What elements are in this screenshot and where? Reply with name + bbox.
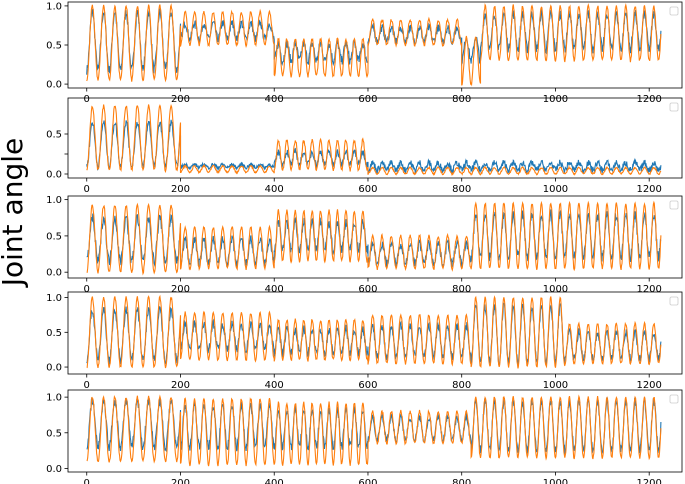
y-tick-label: 0.5 — [46, 130, 62, 141]
y-tick-label: 1.0 — [46, 393, 62, 404]
x-tick-label: 200 — [171, 380, 190, 391]
y-tick-label: 0.5 — [46, 41, 62, 52]
y-tick-label: 0.0 — [46, 170, 62, 181]
series-line-2 — [86, 394, 662, 467]
x-tick-label: 200 — [171, 94, 190, 105]
y-axis-label: Joint angle — [0, 138, 29, 288]
legend-box — [669, 200, 679, 210]
x-tick-label: 1000 — [543, 380, 568, 391]
y-tick-label: 0.0 — [46, 363, 62, 374]
series-line-2 — [86, 104, 662, 176]
x-tick-label: 1200 — [636, 94, 661, 105]
legend-box — [669, 102, 679, 112]
series-line-1 — [86, 119, 662, 175]
axes-frame — [67, 291, 683, 375]
y-tick-label: 0.5 — [46, 231, 62, 242]
x-tick-label: 600 — [358, 94, 377, 105]
axes-frame — [67, 389, 683, 473]
axes-frame — [67, 97, 683, 179]
x-tick-label: 800 — [452, 284, 471, 295]
series-line-2 — [86, 294, 662, 369]
x-tick-label: 800 — [452, 94, 471, 105]
x-tick-label: 1200 — [636, 478, 661, 484]
y-tick-label: 0.5 — [46, 428, 62, 439]
subplot-5: 0 200 400 600 800 1000 1200 0.0 0.5 1.0 — [46, 389, 683, 484]
x-tick-label: 800 — [452, 184, 471, 195]
x-tick-label: 600 — [358, 478, 377, 484]
y-tick-label: 1.0 — [46, 1, 62, 12]
subplot-2: 0 200 400 600 800 1000 1200 0.0 0.5 — [46, 97, 683, 195]
x-tick-label: 1200 — [636, 184, 661, 195]
subplot-1: 0 200 400 600 800 1000 1200 0.0 0.5 1.0 — [46, 1, 683, 105]
legend-box — [669, 6, 679, 16]
x-tick-label: 1000 — [543, 478, 568, 484]
x-tick-label: 1000 — [543, 184, 568, 195]
subplots: 0 200 400 600 800 1000 1200 0.0 0.5 1.0 0 200 400 600… — [46, 1, 683, 484]
y-tick-label: 0.0 — [46, 80, 62, 91]
x-tick-label: 400 — [265, 380, 284, 391]
y-tick-label: 1.0 — [46, 293, 62, 304]
x-tick-label: 1000 — [543, 94, 568, 105]
x-tick-label: 600 — [358, 380, 377, 391]
x-tick-label: 1200 — [636, 284, 661, 295]
x-tick-label: 400 — [265, 94, 284, 105]
x-tick-label: 800 — [452, 380, 471, 391]
x-tick-label: 0 — [84, 380, 90, 391]
series-line-2 — [86, 200, 662, 276]
y-tick-label: 0.0 — [46, 464, 62, 475]
x-tick-label: 200 — [171, 184, 190, 195]
subplot-3: 0 200 400 600 800 1000 1200 0.0 0.5 1.0 — [46, 195, 683, 295]
x-tick-label: 1200 — [636, 380, 661, 391]
legend-box — [669, 296, 679, 306]
series-line-2 — [86, 2, 662, 87]
y-tick-label: 1.0 — [46, 195, 62, 206]
legend-box — [669, 394, 679, 404]
x-tick-label: 600 — [358, 284, 377, 295]
x-tick-label: 400 — [265, 284, 284, 295]
x-tick-label: 0 — [84, 94, 90, 105]
x-tick-label: 600 — [358, 184, 377, 195]
x-tick-label: 400 — [265, 184, 284, 195]
y-tick-label: 0.0 — [46, 268, 62, 279]
subplot-4: 0 200 400 600 800 1000 1200 0.0 0.5 1.0 — [46, 291, 683, 391]
x-tick-label: 1000 — [543, 284, 568, 295]
axes-frame — [67, 195, 683, 279]
x-tick-label: 200 — [171, 478, 190, 484]
y-tick-label: 0.5 — [46, 328, 62, 339]
x-tick-label: 200 — [171, 284, 190, 295]
x-tick-label: 0 — [84, 284, 90, 295]
x-tick-label: 0 — [84, 184, 90, 195]
x-tick-label: 0 — [84, 478, 90, 484]
x-tick-label: 400 — [265, 478, 284, 484]
x-tick-label: 800 — [452, 478, 471, 484]
